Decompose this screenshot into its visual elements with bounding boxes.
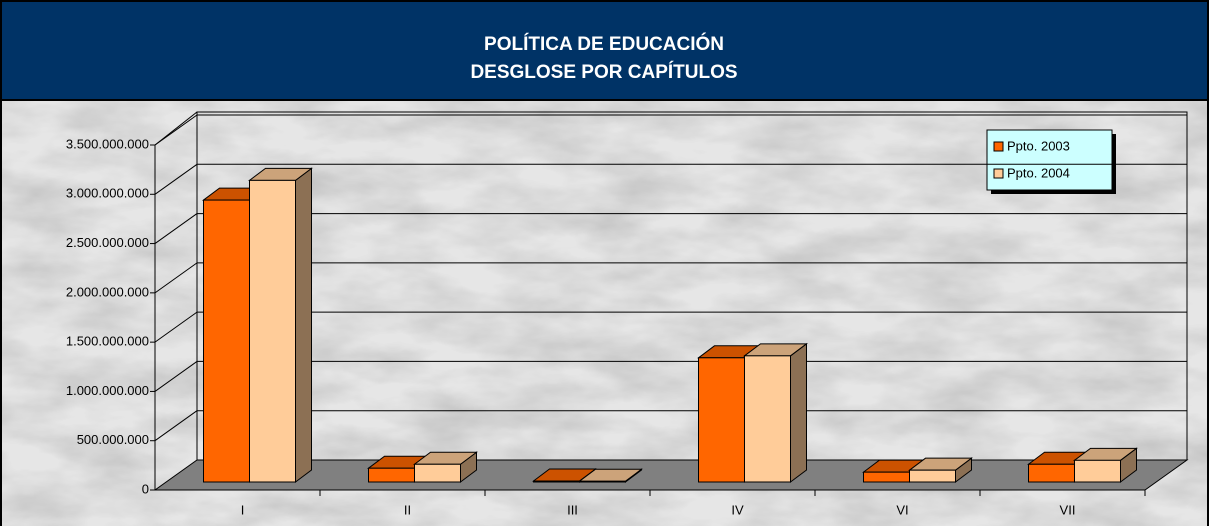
bar <box>414 463 461 483</box>
y-tick-label: 1.500.000.000 <box>66 334 149 349</box>
chart-title: POLÍTICA DE EDUCACIÓN <box>484 33 724 55</box>
bar <box>1074 459 1121 483</box>
legend-swatch <box>993 168 1004 179</box>
y-tick-label: 3.000.000.000 <box>66 186 149 201</box>
legend-box <box>986 129 1113 191</box>
bar <box>744 355 791 483</box>
y-tick-label: 2.000.000.000 <box>66 284 149 299</box>
legend-label: Ppto. 2004 <box>1007 165 1070 180</box>
bar <box>909 469 956 483</box>
grid-line <box>154 410 198 442</box>
x-tick-label: II <box>404 502 411 517</box>
chart-subtitle: DESGLOSE POR CAPÍTULOS <box>470 61 737 83</box>
bar <box>579 480 626 483</box>
x-tick-label: VII <box>1060 502 1076 517</box>
x-tick-label: IV <box>731 502 744 517</box>
grid-line <box>154 311 198 343</box>
y-tick-label: 500.000.000 <box>77 432 149 447</box>
bar <box>203 199 250 483</box>
bar <box>368 467 415 483</box>
bar <box>249 179 296 483</box>
x-tick-label: I <box>241 502 245 517</box>
bar <box>1028 463 1075 483</box>
bar-side <box>790 342 807 483</box>
grid-line <box>154 163 198 195</box>
x-tick-label: VI <box>896 502 908 517</box>
grid-line <box>154 114 198 146</box>
grid-line <box>154 213 198 244</box>
x-tick-label: III <box>567 502 578 517</box>
y-tick-label: 0 <box>142 481 149 496</box>
y-tick-label: 1.000.000.000 <box>66 383 149 398</box>
y-tick-label: 3.500.000.000 <box>66 136 149 151</box>
back-wall <box>196 111 1188 460</box>
grid-line <box>154 262 198 294</box>
legend-label: Ppto. 2003 <box>1007 138 1070 153</box>
bar <box>863 471 910 483</box>
legend: Ppto. 2003 Ppto. 2004 <box>986 129 1116 194</box>
legend-swatch <box>993 141 1004 152</box>
bar <box>698 357 745 483</box>
bar-side <box>295 167 312 483</box>
header <box>2 2 1207 99</box>
y-tick-label: 2.500.000.000 <box>66 235 149 250</box>
grid-line <box>154 361 198 392</box>
bar <box>533 480 580 483</box>
